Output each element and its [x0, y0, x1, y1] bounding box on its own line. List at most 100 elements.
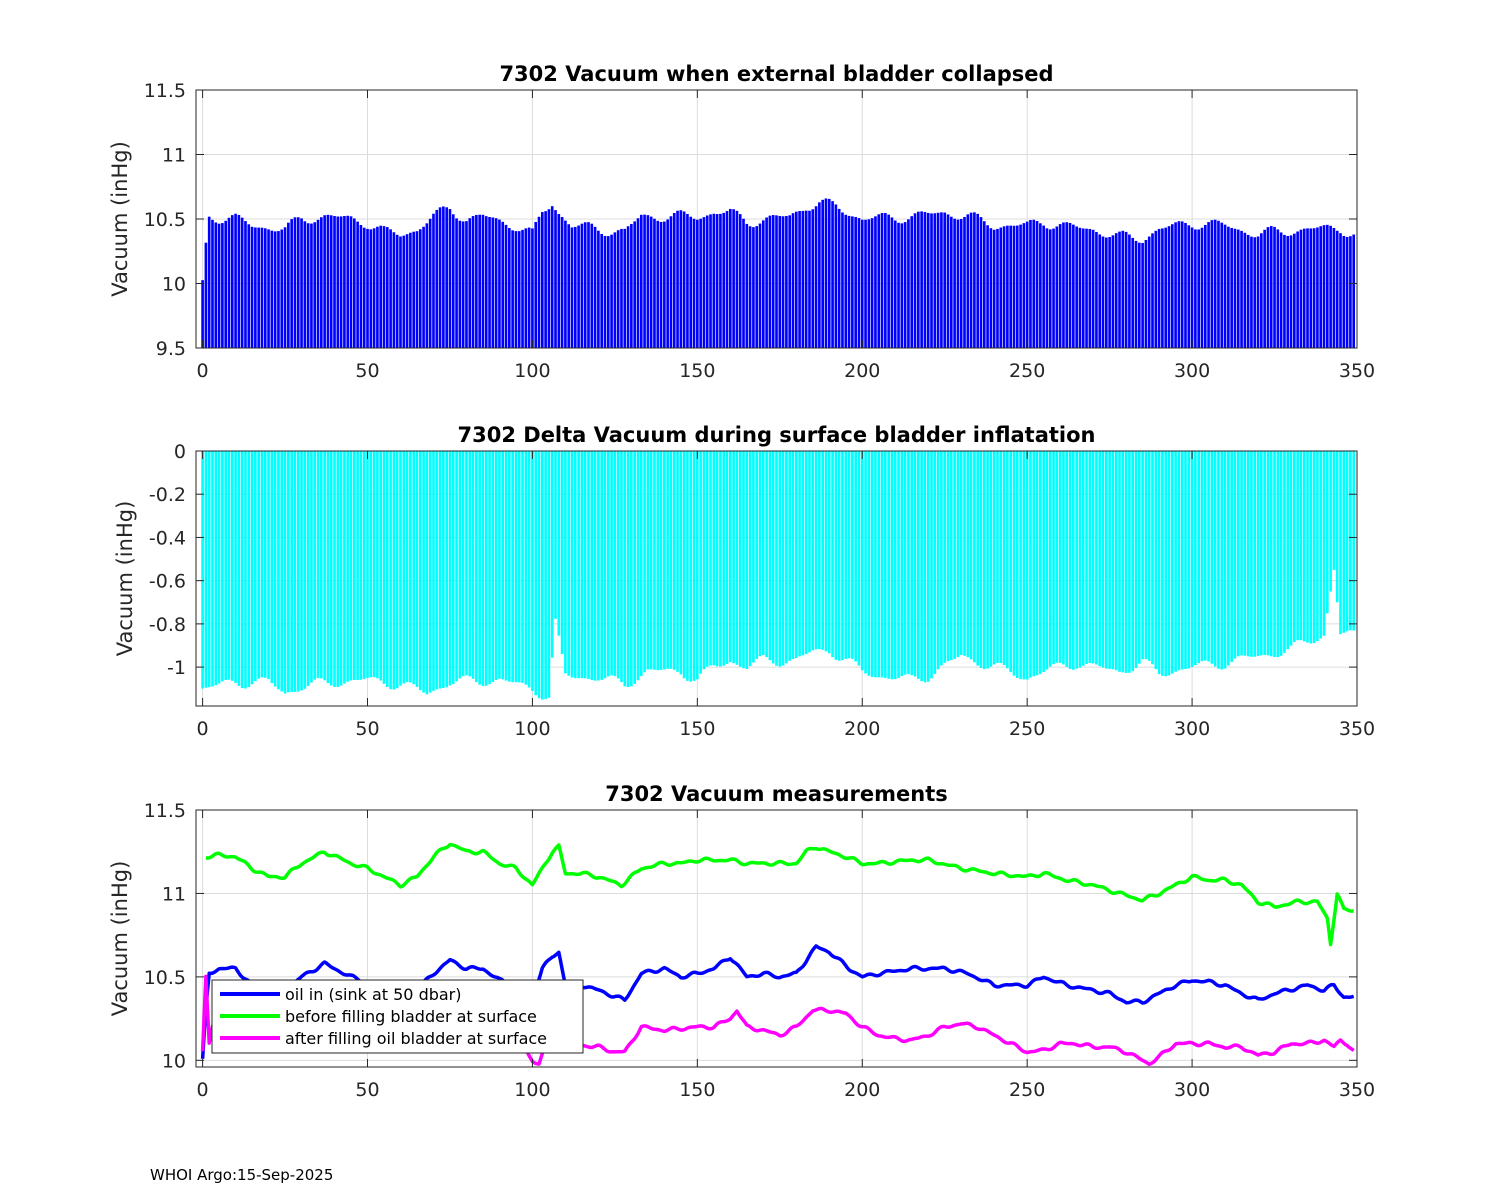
bar	[349, 216, 353, 348]
bar	[296, 451, 300, 692]
bar	[247, 224, 251, 348]
bar	[1032, 451, 1036, 677]
bar	[1217, 451, 1220, 669]
bar	[841, 212, 844, 348]
bar	[237, 451, 241, 686]
bar	[412, 451, 416, 685]
bar	[461, 221, 465, 348]
bar	[379, 451, 383, 681]
x-tick-label: 0	[197, 718, 209, 740]
bar	[827, 198, 831, 348]
bar	[310, 223, 313, 348]
bar	[1309, 228, 1313, 348]
bar	[1352, 451, 1356, 631]
bar	[1352, 234, 1356, 348]
bar	[1048, 229, 1052, 348]
bar	[313, 451, 317, 680]
bar	[1223, 224, 1227, 348]
x-tick-label: 250	[1009, 1079, 1045, 1101]
bar	[920, 451, 923, 682]
bar	[956, 451, 960, 658]
bar	[626, 226, 630, 348]
bar	[851, 216, 854, 348]
bar	[287, 222, 290, 348]
bar	[1203, 451, 1207, 661]
bar	[1019, 451, 1022, 680]
bar	[953, 218, 956, 348]
bar	[544, 451, 547, 700]
bar	[537, 216, 541, 348]
bar	[1329, 451, 1332, 592]
bar	[890, 217, 894, 348]
bar	[1081, 228, 1085, 348]
bar	[455, 218, 458, 348]
bar	[1141, 451, 1144, 660]
chart-1: 0 50 100 150 200 250 300 350 9.5 10 10.5 11 11.5 7302…	[108, 62, 1375, 382]
bar	[402, 451, 406, 684]
bar	[969, 451, 973, 660]
bar	[798, 211, 801, 348]
bar	[818, 202, 821, 348]
bar	[1147, 236, 1151, 348]
legend-label: after filling oil bladder at surface	[285, 1029, 547, 1048]
bar	[705, 215, 709, 348]
bar	[481, 214, 485, 348]
bar	[488, 451, 491, 685]
bar	[1124, 451, 1128, 673]
bar	[761, 220, 765, 348]
bar	[451, 214, 455, 348]
bar	[1114, 233, 1118, 348]
bar	[1009, 225, 1012, 348]
bar	[494, 218, 498, 348]
bar	[1134, 451, 1138, 668]
bar	[283, 451, 287, 694]
bar	[851, 451, 854, 659]
bar	[669, 216, 673, 348]
bar	[570, 227, 574, 348]
bar	[1230, 451, 1233, 662]
bar	[860, 219, 864, 348]
bar	[758, 451, 762, 657]
bar	[616, 230, 620, 348]
bar	[1177, 221, 1181, 348]
bar	[1325, 451, 1329, 614]
bar	[329, 215, 333, 348]
bar	[1223, 451, 1227, 669]
bar	[712, 451, 716, 666]
bar	[1296, 451, 1299, 641]
bar	[1170, 224, 1174, 348]
bar	[1240, 451, 1243, 656]
bar	[1246, 451, 1250, 657]
bar	[432, 213, 435, 348]
bar	[742, 451, 745, 669]
bar	[1114, 451, 1118, 671]
bar	[366, 228, 369, 348]
bar	[428, 218, 432, 348]
bar	[600, 451, 604, 680]
x-tick-label: 200	[844, 1079, 880, 1101]
bar	[273, 451, 277, 687]
bar	[854, 216, 857, 348]
bar	[1078, 451, 1082, 668]
bar	[877, 214, 881, 348]
bar	[395, 234, 399, 348]
footer-stamp: WHOI Argo:15-Sep-2025	[150, 1166, 334, 1184]
bar	[501, 221, 505, 348]
bar	[1299, 229, 1303, 348]
bar	[336, 216, 340, 348]
bar	[1302, 451, 1306, 642]
x-tick-label: 100	[514, 360, 550, 382]
bar	[458, 451, 462, 679]
bar	[923, 212, 927, 348]
bar	[814, 206, 818, 348]
bar	[930, 451, 933, 679]
bar	[290, 219, 293, 348]
y-tick-label: 11	[162, 145, 186, 167]
bar	[1246, 234, 1250, 348]
bar	[979, 217, 983, 348]
chart-2: 0 50 100 150 200 250 300 350 0 -0.2 -0.4 -0.6 -0.8 -1…	[113, 423, 1375, 740]
bar	[696, 451, 699, 680]
bar	[1256, 451, 1260, 657]
bar	[1101, 451, 1105, 668]
bar	[1230, 227, 1233, 348]
